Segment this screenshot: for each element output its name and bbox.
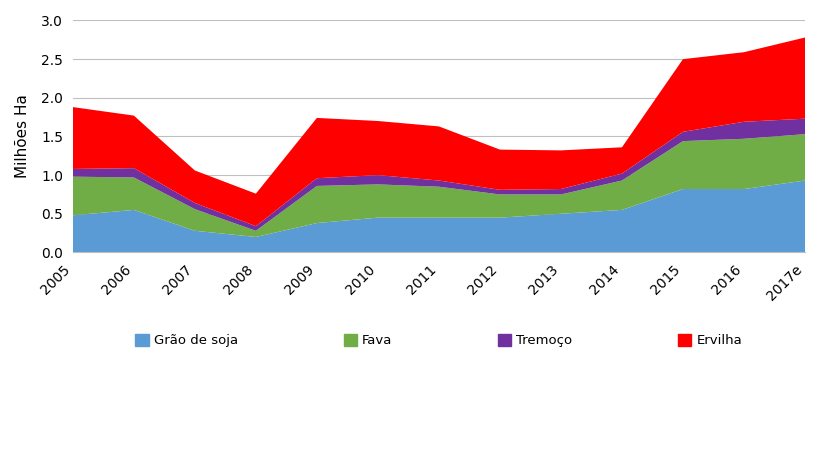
Y-axis label: Milhões Ha: Milhões Ha xyxy=(15,95,30,178)
Legend: Grão de soja, Fava, Tremoço, Ervilha: Grão de soja, Fava, Tremoço, Ervilha xyxy=(130,329,747,353)
